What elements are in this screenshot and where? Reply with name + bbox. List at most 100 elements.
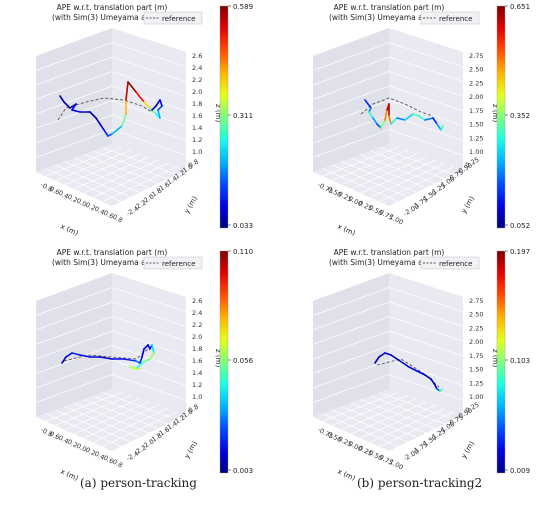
colorbar-tick-label: 0.103 (510, 357, 530, 365)
trajectory-segment (378, 352, 386, 358)
grid-line (388, 330, 464, 357)
grid-line (350, 157, 427, 189)
z-tick-label: 2.25 (469, 324, 483, 332)
colorbar-tick-label: 0.651 (510, 3, 530, 11)
legend-box (420, 11, 480, 25)
chart-title: APE w.r.t. translation part (m) (334, 3, 445, 12)
z-tick-label: 2.6 (192, 52, 202, 60)
x-tick-label: 0.6 (102, 454, 115, 466)
colorbar-tick-label: 0.589 (233, 3, 253, 11)
grid-line (102, 411, 177, 448)
back-pane-right (389, 273, 463, 415)
trajectory-segment (125, 81, 129, 101)
trajectory-segment (404, 113, 414, 121)
grid-line (111, 42, 187, 68)
trajectory-segment (384, 352, 392, 356)
grid-line (111, 100, 187, 127)
x-tick-label: 0.4 (57, 189, 70, 201)
grid-line (312, 316, 390, 345)
grid (312, 287, 464, 448)
estimated-trajectory (364, 99, 444, 131)
floor-pane (313, 144, 463, 206)
colorbar-tick-label: 0.052 (510, 222, 530, 230)
grid-line (111, 287, 187, 313)
caption-a: (a) person-tracking (80, 476, 197, 490)
chart-title: APE w.r.t. translation part (m) (57, 248, 168, 257)
z-tick-label: 2.75 (469, 52, 483, 60)
grid-line (388, 345, 464, 372)
z-tick-label: 2.0 (192, 333, 202, 341)
grid-line (312, 374, 390, 403)
grid-line (35, 359, 113, 389)
trajectory-segment (380, 119, 386, 129)
grid-line (312, 42, 390, 71)
ape-3d-plot: APE w.r.t. translation part (m)(with Sim… (312, 248, 530, 483)
trajectory-segment (135, 91, 145, 103)
colorbar (219, 5, 229, 229)
grid (312, 42, 464, 203)
grid-line (92, 163, 168, 198)
grid-line (388, 301, 464, 327)
trajectory-segment (432, 117, 438, 125)
grid-line (388, 42, 464, 68)
x-tick-label: 0.6 (102, 209, 115, 221)
grid-line (360, 154, 436, 184)
grid-line (312, 287, 390, 316)
z-tick-label: 1.25 (469, 134, 483, 142)
grid-line (35, 100, 113, 129)
colorbar-tick-label: 0.009 (510, 467, 530, 475)
grid-line (388, 359, 464, 386)
trajectory-segment (155, 99, 161, 107)
colorbar-tick-label: 0.197 (510, 248, 530, 256)
grid-line (388, 129, 464, 156)
trajectory-segment (139, 356, 143, 364)
floor-pane (36, 144, 186, 206)
x-tick-label: 0.8 (111, 458, 124, 470)
grid-line (35, 85, 113, 115)
chart-subtitle: (with Sim(3) Umeyama ali (52, 258, 150, 267)
trajectory-segment (368, 111, 374, 119)
grid-line (312, 56, 390, 86)
estimated-trajectory (61, 344, 155, 370)
grid-line (111, 359, 187, 386)
grid-line (35, 301, 113, 331)
trajectory-segment (424, 374, 432, 380)
grid-line (360, 159, 436, 194)
grid-line (360, 399, 436, 429)
trajectory-segment (157, 105, 163, 111)
estimated-trajectory (374, 352, 443, 392)
x-tick-label: 0.2 (84, 446, 97, 458)
z-tick-label: 2.00 (469, 93, 483, 101)
z-tick-label: 1.8 (192, 100, 202, 108)
grid-line (388, 287, 464, 313)
z-tick-label: 1.50 (469, 121, 483, 129)
grid-line (92, 150, 168, 180)
grid-line (73, 402, 150, 434)
trajectory-segment (149, 107, 157, 115)
z-tick-label: 1.4 (192, 124, 202, 132)
grid-line (312, 330, 390, 360)
grid-line (312, 345, 390, 374)
y-tick-label: -2.00 (402, 447, 421, 462)
trajectory-segment (121, 113, 127, 127)
grid-line (35, 42, 113, 71)
trajectory-segment (123, 358, 137, 362)
grid-line (35, 316, 113, 345)
grid-line (35, 56, 113, 86)
chart-panel-person-tracking-bottom: APE w.r.t. translation part (m) (with Sim… (0, 245, 272, 485)
z-tick-label: 2.4 (192, 64, 202, 72)
z-tick-label: 1.2 (192, 381, 202, 389)
trajectory-segment (151, 105, 157, 111)
z-tick-label: 1.6 (192, 112, 202, 120)
estimated-trajectory (59, 81, 163, 137)
grid-line (369, 150, 445, 180)
grid-line (360, 404, 436, 439)
z-tick-label: 1.00 (469, 393, 483, 401)
colorbar-tick-label: 0.003 (233, 467, 253, 475)
trajectory-segment (111, 125, 123, 135)
trajectory-segment (149, 352, 155, 360)
x-tick-label: 0.2 (84, 201, 97, 213)
grid-line (312, 71, 390, 100)
grid-line (111, 85, 187, 112)
colorbar-tick-label: 0.311 (233, 112, 253, 120)
